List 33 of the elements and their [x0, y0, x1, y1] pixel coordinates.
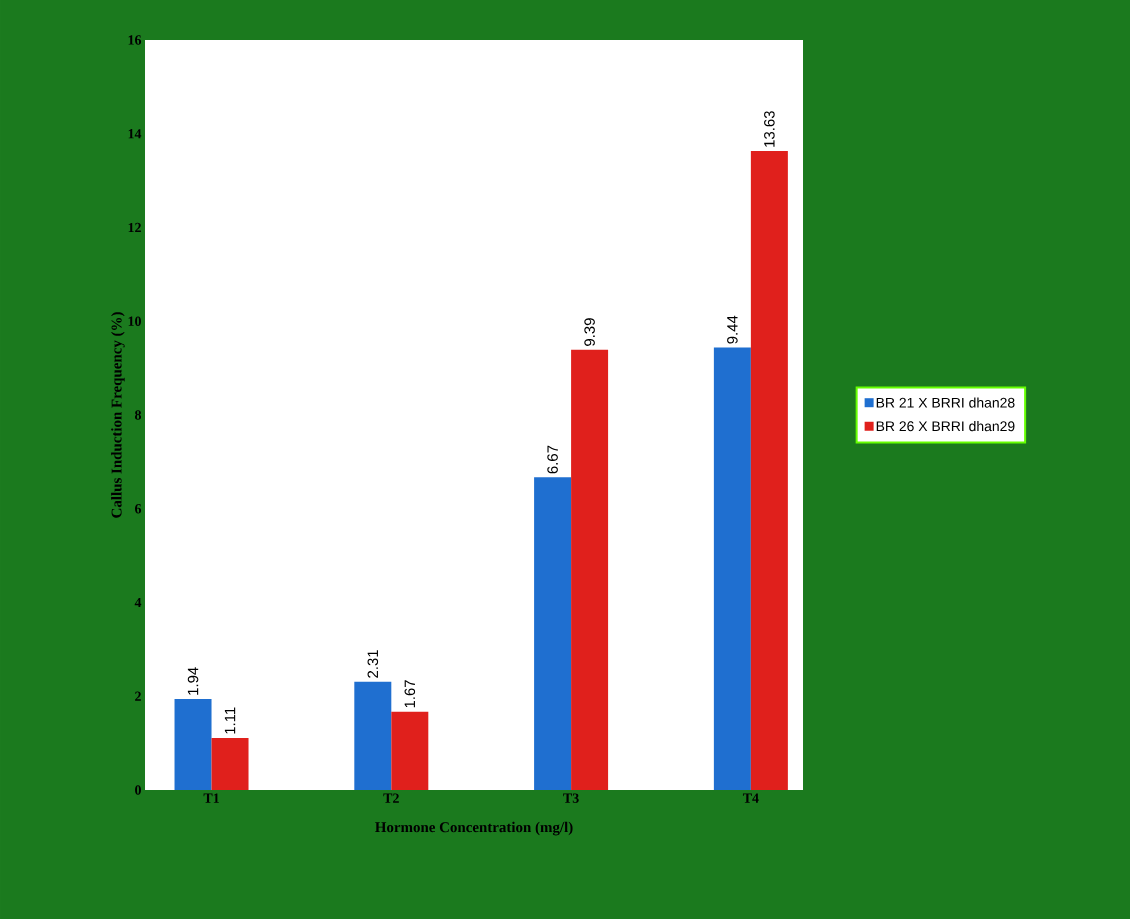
y-tick-label: 10	[128, 316, 141, 326]
data-label: 13.63	[764, 111, 775, 147]
y-tick-label: 2	[135, 691, 141, 701]
y-tick-label: 4	[134, 597, 142, 608]
bar	[211, 737, 249, 790]
y-tick-label: 16	[128, 35, 142, 45]
data-label: 1.94	[187, 667, 199, 695]
bar	[750, 151, 788, 790]
data-label: 9.44	[727, 315, 738, 344]
y-tick-label: 6	[135, 504, 142, 514]
data-label: 1.11	[224, 707, 236, 734]
y-tick-label: 0	[135, 785, 141, 795]
x-tick-label: T4	[742, 793, 759, 803]
data-label: 2.31	[367, 650, 379, 678]
y-tick-label: 12	[128, 222, 141, 233]
bar	[571, 349, 609, 790]
data-label: 1.67	[404, 680, 416, 708]
x-tick-label: T2	[383, 793, 399, 803]
bar	[391, 711, 429, 790]
y-axis-title: Callus Induction Frequency (%)	[111, 312, 125, 518]
bar	[174, 699, 212, 790]
x-tick-label: T3	[563, 793, 579, 803]
y-tick-label: 14	[128, 129, 142, 139]
bar	[354, 681, 392, 790]
x-axis-title: Hormone Concentration (mg/l)	[375, 821, 573, 836]
x-tick-label: T1	[203, 793, 219, 803]
data-label: 6.67	[547, 445, 558, 474]
bar	[534, 477, 572, 790]
y-tick-label: 8	[134, 410, 142, 420]
legend-label: BR 26 X BRRI dhan29	[876, 420, 1015, 432]
legend-label: BR 21 X BRRI dhan28	[876, 397, 1015, 408]
bar	[713, 347, 751, 790]
data-label: 9.39	[584, 318, 595, 346]
